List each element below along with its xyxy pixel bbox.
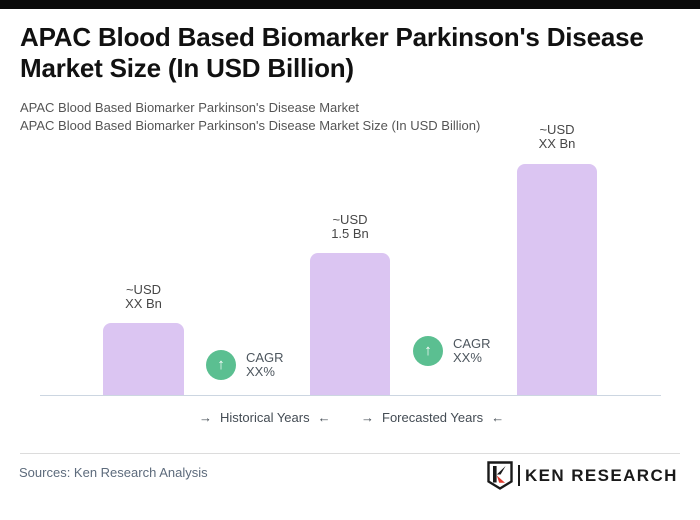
chart-subtitle-line-2: APAC Blood Based Biomarker Parkinson's D… — [20, 118, 481, 133]
bar-forecast — [517, 164, 597, 395]
x-axis-line — [40, 395, 661, 396]
bar-value-label-forecast: ~USD XX Bn — [538, 122, 576, 151]
up-arrow-icon: ↑ — [424, 341, 432, 359]
page-title-line-1: APAC Blood Based Biomarker Parkinson's D… — [20, 22, 644, 52]
footer-divider — [20, 453, 680, 454]
bar-value-label-historical: ~USD XX Bn — [125, 282, 162, 311]
bar-historical — [103, 323, 184, 395]
page-title-line-2: Market Size (In USD Billion) — [20, 53, 354, 83]
left-arrow-icon: ← — [317, 410, 331, 425]
cagr-text-2: CAGR XX% — [453, 336, 491, 365]
chart-subtitle-line-1: APAC Blood Based Biomarker Parkinson's D… — [20, 100, 359, 115]
axis-label-forecasted-years: → Forecasted Years ← — [361, 411, 504, 424]
sources-text: Sources: Ken Research Analysis — [19, 465, 208, 480]
right-arrow-icon: → — [361, 410, 374, 425]
left-arrow-icon: ← — [491, 410, 505, 425]
bar-mid — [310, 253, 390, 395]
bar-value-label-mid: ~USD 1.5 Bn — [331, 212, 369, 241]
axis-label-historical-years: → Historical Years ← — [199, 411, 331, 424]
cagr-text-1: CAGR XX% — [246, 350, 284, 379]
cagr-circle-2: ↑ — [413, 336, 443, 366]
cagr-badge-1: ↑ CAGR XX% — [206, 350, 284, 380]
cagr-badge-2: ↑ CAGR XX% — [413, 336, 491, 366]
axis-label-text: Historical Years — [220, 410, 310, 425]
right-arrow-icon: → — [199, 410, 212, 425]
logo-text: KEN RESEARCH — [525, 465, 678, 485]
top-black-bar — [0, 0, 700, 9]
logo-shield-icon — [487, 460, 513, 490]
logo-separator — [518, 464, 520, 486]
ken-research-logo: KEN RESEARCH — [487, 460, 678, 490]
axis-label-text: Forecasted Years — [382, 410, 484, 425]
cagr-circle-1: ↑ — [206, 350, 236, 380]
up-arrow-icon: ↑ — [217, 355, 225, 373]
